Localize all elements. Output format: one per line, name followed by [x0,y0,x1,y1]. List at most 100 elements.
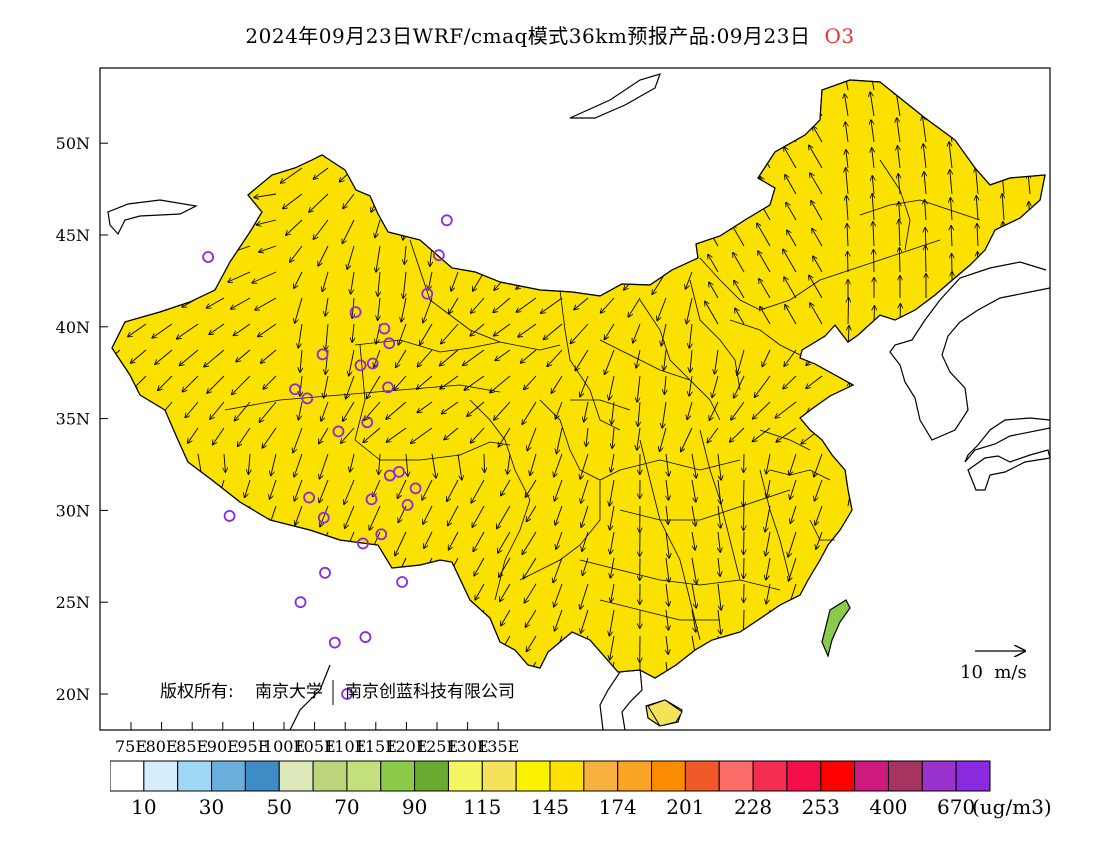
wind-arrow [660,427,667,451]
lon-tick-label: 75E [115,737,147,756]
wind-arrow [718,531,720,552]
wind-arrow [784,349,797,366]
wind-arrow [522,401,537,424]
wind-arrow [527,505,537,521]
wind-arrow [449,531,459,550]
wind-arrow [785,305,797,325]
wind-arrow [367,375,381,398]
wind-arrow [610,557,615,578]
station-marker [328,636,341,649]
lon-tick-label: 95E [237,737,269,756]
wind-arrow [501,479,511,496]
wind-arrow [180,349,199,365]
wind-arrow [899,220,900,247]
wind-arrow [484,453,485,472]
wind-arrow [420,323,433,345]
wind-arrow [637,375,641,402]
wind-arrow [766,583,771,604]
wind-arrow [691,453,696,478]
wind-arrow [524,583,537,603]
wind-arrow [183,375,199,392]
wind-arrow [845,122,848,143]
lon-tick-label: 120E [385,737,427,756]
wind-arrow [318,245,329,266]
wind-arrow [951,226,952,247]
lat-tick-label: 25N [56,593,90,612]
wind-arrow [500,583,511,601]
wind-arrow [689,375,693,396]
wind-arrow [322,271,329,291]
wind-arrow [705,302,719,325]
wind-arrow [733,253,745,273]
station-marker [401,498,414,511]
colorbar-swatch [515,760,551,792]
wind-arrow [401,297,407,322]
wind-arrow [423,505,433,524]
colorbar-swatch [211,760,246,792]
colorbar-swatch [617,760,653,792]
colorbar-swatch [887,760,923,792]
station-marker [316,348,329,361]
wind-arrow [541,297,563,313]
wind-arrow [977,224,978,247]
wind-arrow [689,323,692,348]
station-marker [382,381,394,394]
wind-arrow [224,453,225,472]
wind-arrow [744,531,745,554]
wind-arrow [231,297,251,309]
wind-arrow [899,202,900,221]
wind-arrow [581,609,589,633]
wind-arrow [950,170,952,195]
wind-arrow [422,479,433,500]
wind-arrow [131,349,147,363]
wind-arrow [375,219,381,237]
wind-arrow [440,349,459,366]
wind-arrow [762,349,771,366]
station-marker [393,465,405,478]
colorbar-swatch [481,760,517,792]
wind-arrow [406,453,408,476]
lon-tick-label: 135E [477,737,519,756]
wind-arrow [204,349,225,367]
wind-arrow [473,531,485,551]
wind-arrow [467,401,485,416]
lon-tick-label: 85E [176,737,208,756]
station-marker [409,482,422,495]
wind-arrow [404,245,406,264]
wind-arrow [417,375,433,389]
colorbar-swatch [549,760,585,792]
wind-arrow [784,147,797,169]
wind-arrow [474,557,485,576]
colorbar-label: 30 [198,795,225,819]
wind-arrow [252,271,277,283]
wind-arrow [586,427,588,446]
wind-arrow [321,401,329,421]
wind-arrow [441,323,459,344]
wind-arrow [209,323,225,334]
wind-arrow [257,219,277,225]
wind-arrow [815,505,823,525]
wind-arrow [580,375,589,397]
wind-arrow [951,198,953,221]
station-marker [440,214,453,227]
wind-arrow [753,427,771,441]
wind-arrow [551,375,563,393]
wind-arrow [610,531,615,554]
station-marker [341,688,353,700]
wind-arrow [718,505,721,528]
station-marker [375,528,388,541]
wind-arrow [451,271,459,291]
wind-arrow [283,193,303,209]
wind-arrow [715,349,719,374]
wind-arrow [553,557,563,582]
station-marker [354,359,367,372]
wind-arrow [403,271,407,298]
wind-arrow [760,307,771,325]
wind-arrow [518,323,537,337]
wind-arrow [666,505,668,524]
wind-arrow [755,375,771,397]
wind-arrow [609,479,615,506]
wind-arrow [848,252,849,273]
wind-arrow [605,323,615,339]
wind-arrow [341,427,355,443]
